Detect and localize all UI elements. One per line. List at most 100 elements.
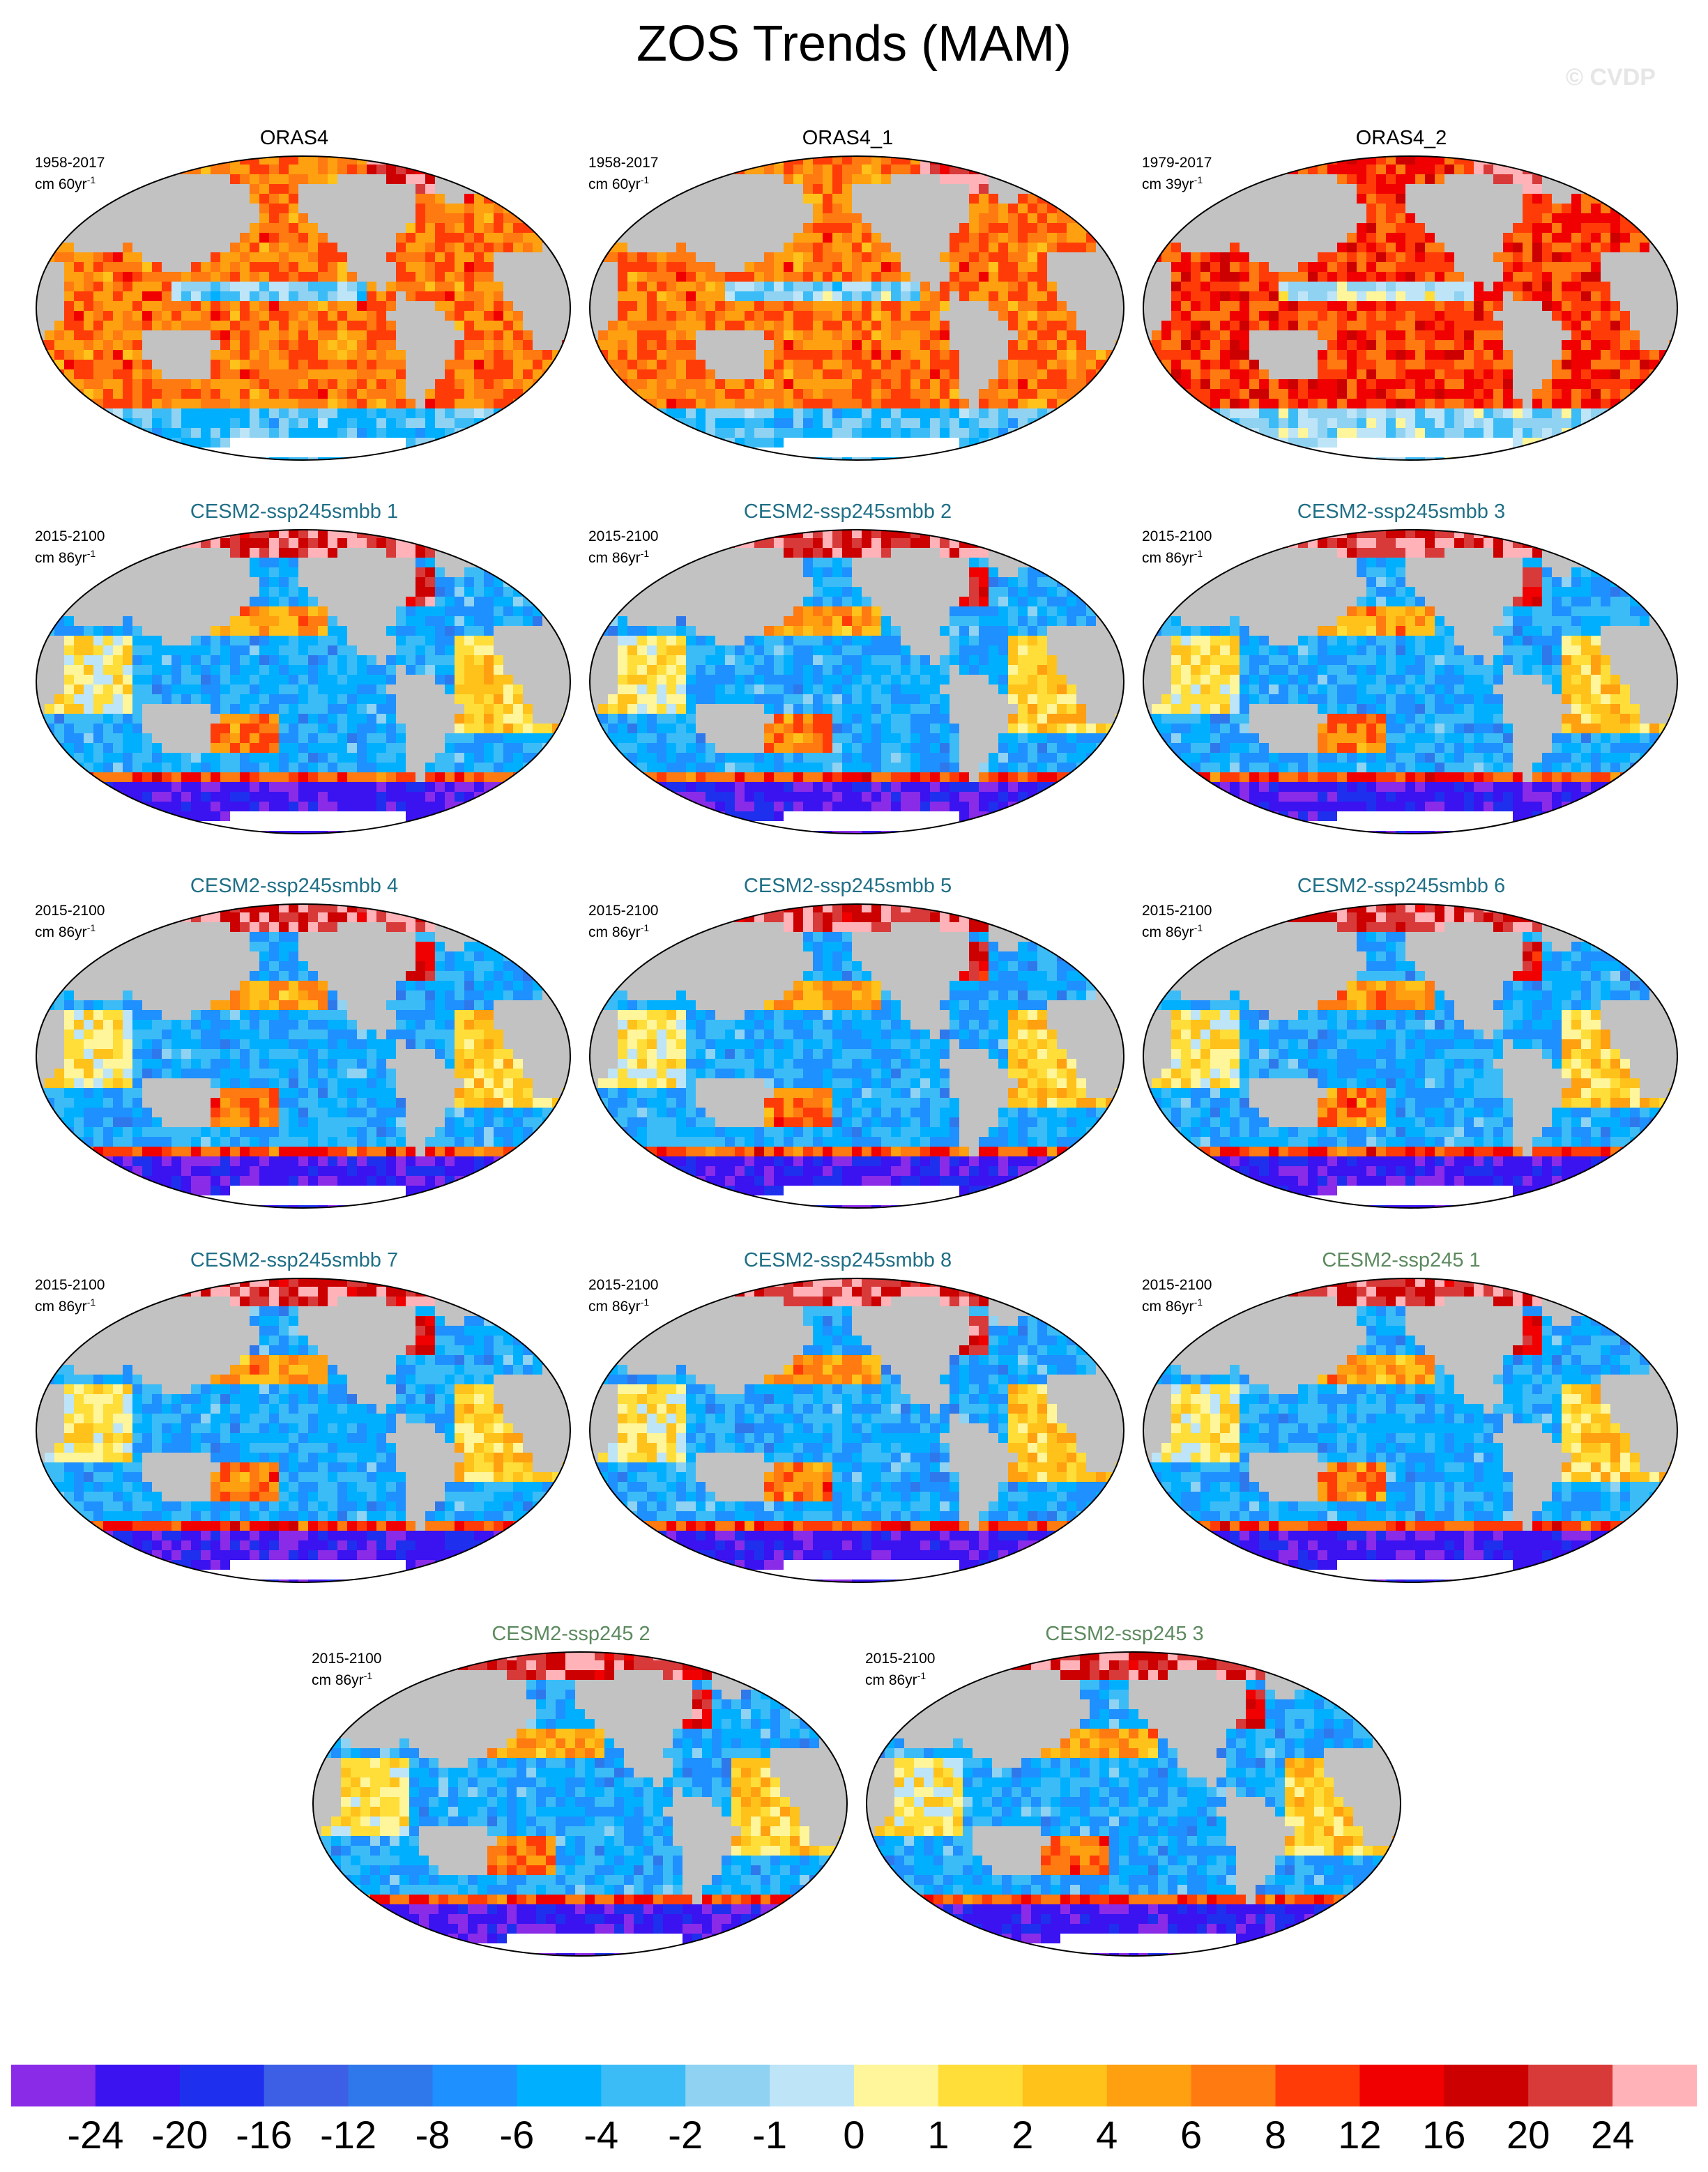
panel-period: 2015-2100 xyxy=(35,528,105,545)
panel-units: cm 86yr-1 xyxy=(1142,1294,1203,1315)
colorbar-tick-label: -24 xyxy=(67,2112,123,2157)
panel-period: 2015-2100 xyxy=(35,1277,105,1294)
panel-units-exponent: -1 xyxy=(1194,922,1203,933)
panel-units-text: cm 60yr xyxy=(588,176,641,192)
map-view xyxy=(312,1651,848,1957)
panel-period: 2015-2100 xyxy=(588,903,658,919)
map-view xyxy=(1143,155,1678,461)
panel-period: 2015-2100 xyxy=(588,1277,658,1294)
colorbar-box xyxy=(179,2065,265,2106)
colorbar-box xyxy=(1359,2065,1444,2106)
colorbar-tick-label: -8 xyxy=(415,2112,450,2157)
panel-units-text: cm 86yr xyxy=(1142,924,1194,940)
panel-period: 2015-2100 xyxy=(588,528,658,545)
colorbar-box xyxy=(854,2065,939,2106)
colorbar-box xyxy=(517,2065,602,2106)
map-panel: ORAS4_2 1979-2017 cm 39yr-1 xyxy=(1122,127,1680,475)
panel-title: CESM2-ssp245 3 xyxy=(846,1623,1403,1646)
map-view xyxy=(1143,903,1678,1209)
map-panel: CESM2-ssp245smbb 2 2015-2100 cm 86yr-1 xyxy=(569,500,1127,849)
panel-title: CESM2-ssp245 1 xyxy=(1122,1249,1680,1272)
panel-title: ORAS4_1 xyxy=(569,127,1127,150)
panel-title: CESM2-ssp245smbb 6 xyxy=(1122,875,1680,898)
map-outline xyxy=(36,155,571,461)
panel-period: 2015-2100 xyxy=(35,903,105,919)
map-view xyxy=(589,155,1124,461)
panel-units-exponent: -1 xyxy=(641,922,649,933)
panel-period: 2015-2100 xyxy=(865,1651,935,1667)
colorbar-tick-label: 24 xyxy=(1591,2112,1634,2157)
panel-units-exponent: -1 xyxy=(641,174,649,185)
map-outline xyxy=(36,903,571,1209)
panel-units: cm 86yr-1 xyxy=(588,1294,649,1315)
panel-period: 1979-2017 xyxy=(1142,155,1212,171)
panel-units-text: cm 86yr xyxy=(588,550,641,566)
map-outline xyxy=(1143,529,1678,834)
panel-units: cm 86yr-1 xyxy=(588,919,649,941)
panel-units: cm 86yr-1 xyxy=(312,1667,372,1689)
map-view xyxy=(589,903,1124,1209)
colorbar xyxy=(11,2065,1697,2106)
colorbar-tick-label: 8 xyxy=(1265,2112,1286,2157)
map-outline xyxy=(589,903,1124,1209)
panel-units: cm 86yr-1 xyxy=(588,545,649,567)
colorbar-tick-label: 16 xyxy=(1422,2112,1465,2157)
map-panel: ORAS4_1 1958-2017 cm 60yr-1 xyxy=(569,127,1127,475)
colorbar-box xyxy=(1444,2065,1529,2106)
panel-units-exponent: -1 xyxy=(87,922,96,933)
panel-units-exponent: -1 xyxy=(641,548,649,559)
panel-units-text: cm 86yr xyxy=(865,1672,917,1688)
colorbar-tick-label: 12 xyxy=(1338,2112,1381,2157)
colorbar-tick-label: -2 xyxy=(668,2112,703,2157)
colorbar-box xyxy=(601,2065,686,2106)
map-view xyxy=(589,1278,1124,1583)
panel-title: CESM2-ssp245smbb 7 xyxy=(15,1249,573,1272)
panel-period: 1958-2017 xyxy=(588,155,658,171)
map-outline xyxy=(1143,1278,1678,1583)
panel-title: CESM2-ssp245smbb 2 xyxy=(569,500,1127,523)
colorbar-box xyxy=(1106,2065,1192,2106)
panel-units-text: cm 86yr xyxy=(588,924,641,940)
panel-units-exponent: -1 xyxy=(87,1297,96,1308)
map-panel: CESM2-ssp245 1 2015-2100 cm 86yr-1 xyxy=(1122,1249,1680,1598)
figure-title: ZOS Trends (MAM) xyxy=(0,15,1708,72)
colorbar-tick-label: -6 xyxy=(499,2112,534,2157)
map-outline xyxy=(36,1278,571,1583)
panel-units-text: cm 86yr xyxy=(588,1299,641,1315)
map-view xyxy=(36,529,571,834)
colorbar-tick-label: 20 xyxy=(1507,2112,1550,2157)
panel-units: cm 86yr-1 xyxy=(1142,919,1203,941)
panel-units-exponent: -1 xyxy=(1194,1297,1203,1308)
map-view xyxy=(1143,529,1678,834)
panel-units-text: cm 86yr xyxy=(35,550,87,566)
colorbar-labels: -24 -20 -16 -12 -8 -6 -4 -2 -1 0 1 2 4 6 8 12 16 20 24 xyxy=(0,2112,1708,2161)
map-outline xyxy=(589,529,1124,834)
colorbar-tick-label: -4 xyxy=(584,2112,618,2157)
panel-units-text: cm 86yr xyxy=(312,1672,364,1688)
panel-units: cm 86yr-1 xyxy=(35,545,96,567)
map-panel: ORAS4 1958-2017 cm 60yr-1 xyxy=(15,127,573,475)
cvdp-watermark: © CVDP xyxy=(1566,64,1656,91)
panel-units: cm 60yr-1 xyxy=(588,171,649,193)
panel-units: cm 86yr-1 xyxy=(1142,545,1203,567)
panel-units: cm 60yr-1 xyxy=(35,171,96,193)
colorbar-box xyxy=(264,2065,349,2106)
panel-period: 2015-2100 xyxy=(1142,903,1212,919)
colorbar-tick-label: 1 xyxy=(927,2112,949,2157)
panel-period: 2015-2100 xyxy=(312,1651,381,1667)
colorbar-box xyxy=(685,2065,770,2106)
panel-units: cm 39yr-1 xyxy=(1142,171,1203,193)
panel-units-exponent: -1 xyxy=(87,174,96,185)
colorbar-box xyxy=(1022,2065,1108,2106)
panel-units-text: cm 39yr xyxy=(1142,176,1194,192)
map-outline xyxy=(866,1651,1401,1957)
colorbar-box xyxy=(1612,2065,1697,2106)
colorbar-box xyxy=(1191,2065,1276,2106)
map-view xyxy=(36,155,571,461)
map-view xyxy=(589,529,1124,834)
panel-units-text: cm 86yr xyxy=(35,1299,87,1315)
panel-units-exponent: -1 xyxy=(1194,174,1203,185)
panel-units: cm 86yr-1 xyxy=(865,1667,926,1689)
colorbar-tick-label: -1 xyxy=(752,2112,787,2157)
panel-units-exponent: -1 xyxy=(917,1670,926,1681)
